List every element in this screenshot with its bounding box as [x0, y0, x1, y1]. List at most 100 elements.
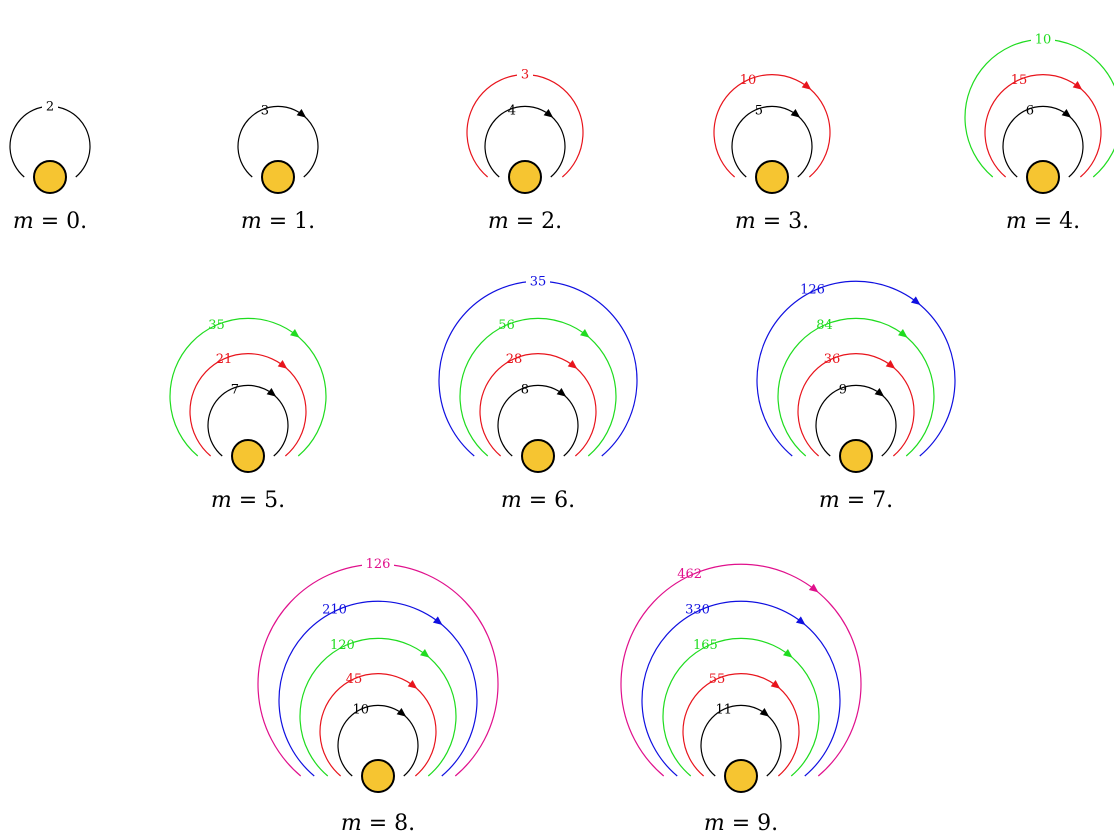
loop-label-backing — [517, 66, 533, 82]
loop-label: 35 — [208, 318, 225, 333]
caption-value: 4. — [1059, 209, 1080, 234]
caption-variable: m — [501, 488, 522, 513]
loop-label: 210 — [322, 602, 347, 617]
arrowhead — [790, 108, 801, 118]
loop-black — [237, 105, 319, 178]
loop-label: 120 — [330, 638, 355, 653]
diagram-m2: 4 3 m = 2. — [466, 66, 584, 234]
loop-blue — [438, 280, 638, 457]
vertex — [361, 759, 395, 793]
arrowhead — [567, 360, 578, 369]
loop-black — [484, 105, 566, 178]
caption: m = 7. — [819, 488, 893, 513]
vertex — [231, 439, 265, 473]
caption-value: 2. — [541, 209, 562, 234]
caption-equals: = — [725, 811, 757, 836]
caption: m = 9. — [704, 811, 778, 836]
arrowhead — [1072, 81, 1083, 90]
caption-variable: m — [211, 488, 232, 513]
loop-green — [777, 317, 935, 457]
caption-value: 0. — [66, 209, 87, 234]
loop-label-backing — [362, 556, 394, 572]
caption: m = 6. — [501, 488, 575, 513]
arrowhead — [910, 296, 921, 306]
diagram-m0: 2 m = 0. — [9, 98, 91, 234]
caption-variable: m — [819, 488, 840, 513]
caption: m = 3. — [735, 209, 809, 234]
diagram-m8: 10 45 120 210 126 m = 8. — [257, 556, 499, 836]
vertex — [1026, 160, 1060, 194]
caption-equals: = — [362, 811, 394, 836]
arrowhead — [808, 583, 819, 593]
loop-green — [964, 38, 1114, 178]
loop-label: 8 — [521, 382, 529, 397]
diagram-m1: 3 m = 1. — [237, 103, 319, 234]
caption-variable: m — [488, 209, 509, 234]
loop-blue — [278, 600, 478, 777]
caption-equals: = — [232, 488, 264, 513]
caption-value: 8. — [394, 811, 415, 836]
loop-magenta — [257, 563, 499, 777]
loop-green — [169, 317, 327, 457]
caption-value: 5. — [264, 488, 285, 513]
caption-variable: m — [1006, 209, 1027, 234]
caption: m = 0. — [13, 209, 87, 234]
caption-equals: = — [756, 209, 788, 234]
arrowhead — [580, 328, 590, 338]
loop-label: 9 — [839, 382, 847, 397]
loop-blue — [756, 280, 956, 457]
loop-black — [700, 704, 782, 777]
diagram-m6: 8 28 56 35 m = 6. — [438, 273, 638, 513]
arrowhead — [290, 328, 300, 338]
arrowhead — [420, 648, 430, 658]
caption-equals: = — [522, 488, 554, 513]
diagram-m9: 11 55 165 330 462 m = 9. — [620, 563, 862, 836]
loop-label: 126 — [366, 557, 391, 572]
loop-label: 3 — [521, 68, 529, 83]
arrowhead — [898, 328, 908, 338]
caption-variable: m — [241, 209, 262, 234]
caption: m = 5. — [211, 488, 285, 513]
loop-green — [459, 317, 617, 457]
loop-label: 28 — [506, 352, 523, 367]
loop-black — [207, 384, 289, 457]
loop-label: 165 — [693, 638, 718, 653]
arrowhead — [885, 360, 896, 369]
loop-black — [337, 704, 419, 777]
loop-red — [479, 353, 597, 457]
caption: m = 8. — [341, 811, 415, 836]
vertex — [508, 160, 542, 194]
caption-value: 7. — [872, 488, 893, 513]
loop-black — [497, 384, 579, 457]
arrowhead — [1061, 108, 1072, 118]
vertex — [839, 439, 873, 473]
caption-variable: m — [13, 209, 34, 234]
loop-red — [319, 673, 437, 777]
arrowhead — [407, 680, 418, 689]
loop-label: 4 — [508, 103, 516, 118]
arrowhead — [759, 707, 770, 717]
loop-label: 84 — [816, 318, 833, 333]
vertex — [261, 160, 295, 194]
loop-red — [682, 673, 800, 777]
loop-label: 15 — [1011, 73, 1028, 88]
loop-red — [984, 74, 1102, 178]
caption: m = 1. — [241, 209, 315, 234]
vertex — [755, 160, 789, 194]
loop-label: 45 — [346, 672, 363, 687]
caption-equals: = — [840, 488, 872, 513]
arrowhead — [783, 648, 793, 658]
loop-green — [299, 637, 457, 777]
loop-label: 2 — [46, 99, 54, 114]
caption-equals: = — [1027, 209, 1059, 234]
arrowhead — [556, 387, 567, 397]
loop-label: 10 — [740, 73, 757, 88]
loop-label: 330 — [685, 602, 710, 617]
arrowhead — [396, 707, 407, 717]
diagram-m3: 5 10 m = 3. — [713, 73, 831, 234]
loop-label: 10 — [1035, 32, 1052, 47]
arrowhead — [277, 360, 288, 369]
arrowhead — [432, 616, 443, 626]
arrowhead — [874, 387, 885, 397]
